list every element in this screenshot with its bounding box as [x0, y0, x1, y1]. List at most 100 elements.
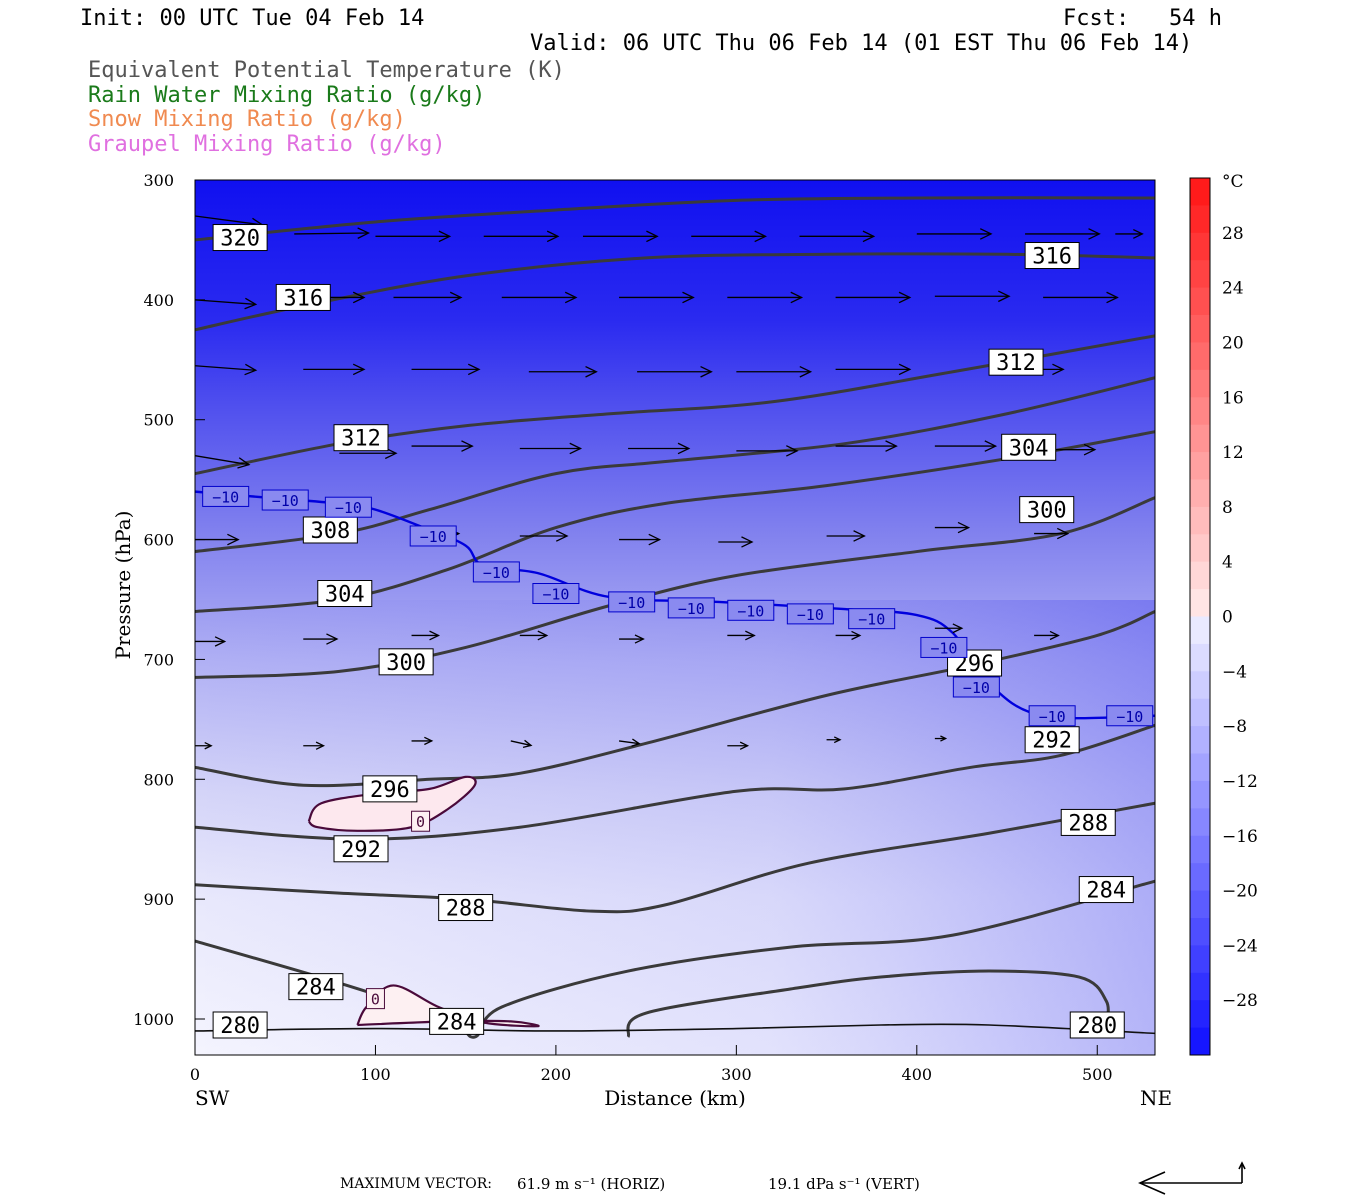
theta-e-contour-280	[195, 1023, 1155, 1035]
theta-e-label-box	[288, 973, 344, 1001]
colorbar-segment	[1190, 1027, 1210, 1056]
wind-vector	[826, 736, 842, 744]
theta-e-label-text: 284	[1086, 879, 1126, 904]
wind-vector	[411, 440, 474, 452]
wind-vector-shaft	[294, 232, 369, 235]
wind-vector	[195, 742, 213, 750]
isotherm-label-box	[472, 561, 520, 583]
wind-vector-head	[898, 363, 912, 376]
wind-vector	[835, 291, 912, 304]
theta-e-label-box	[333, 424, 389, 452]
isotherm-label: −10	[202, 485, 250, 507]
isotherm-label-text: −10	[963, 679, 990, 697]
theta-e-label: 304	[1001, 433, 1057, 461]
isotherm-label: −10	[848, 608, 896, 630]
wind-vector	[294, 227, 370, 239]
wind-vector-head	[237, 457, 251, 469]
wind-vector-head	[522, 739, 533, 748]
theta-e-label-box	[317, 580, 373, 608]
wind-vector	[519, 630, 549, 641]
wind-vector-head	[1106, 291, 1119, 304]
x-tick-label: 400	[902, 1065, 933, 1084]
wind-vector-head	[384, 447, 398, 460]
theta-e-label: 296	[947, 649, 1003, 677]
wind-vector-head	[677, 442, 691, 455]
wind-vector-head	[449, 291, 463, 304]
wind-vector	[375, 230, 452, 243]
wind-vector-head	[682, 291, 695, 304]
wind-vector	[1115, 229, 1144, 239]
theta-e-label-text: 288	[1068, 811, 1108, 836]
theta-e-label-text: 280	[1077, 1014, 1117, 1039]
isotherm-label: −10	[952, 676, 1000, 698]
y-tick-label: 500	[143, 411, 174, 430]
wind-vector-head	[833, 736, 842, 744]
theta-e-label: 292	[1024, 726, 1080, 754]
colorbar-segment	[1190, 342, 1210, 371]
wind-vector	[411, 736, 434, 746]
wind-vector-head	[851, 630, 862, 641]
wind-vector-head	[555, 530, 569, 542]
theta-e-contour-300	[195, 496, 1155, 679]
theta-e-label: 316	[1024, 242, 1080, 270]
colorbar-tick-label: −20	[1222, 882, 1258, 902]
isotherm-label-box	[667, 597, 715, 619]
y-axis-label: Pressure (hPa)	[111, 511, 135, 660]
theta-e-label-box	[1001, 433, 1057, 461]
wind-vector-head	[1083, 443, 1097, 456]
theta-e-label-box	[1019, 496, 1075, 524]
colorbar-segment	[1190, 506, 1210, 535]
wind-vector-head	[957, 521, 971, 534]
plot-frame	[194, 179, 1156, 1056]
wind-vector-head	[790, 291, 804, 304]
max-vector-vert: 19.1 dPa s⁻¹ (VERT)	[768, 1175, 920, 1193]
wind-vector-head	[438, 230, 452, 243]
isotherm-label-box	[202, 485, 250, 507]
isotherm-label-text: −10	[272, 492, 299, 510]
reference-vector-icon	[1138, 1161, 1246, 1195]
wind-vector-head	[853, 530, 866, 542]
zero-label-text: 0	[371, 991, 380, 1009]
zero-label: 0	[365, 988, 385, 1010]
theta-e-label-box	[438, 894, 494, 922]
wind-vector-shaft	[195, 215, 263, 226]
wind-vector-head	[998, 290, 1011, 303]
wind-vector-head	[352, 363, 366, 376]
y-tick-label: 800	[143, 770, 174, 789]
colorbar-segment	[1190, 863, 1210, 892]
colorbar-segment	[1190, 643, 1210, 672]
colorbar-segment	[1190, 698, 1210, 727]
wind-vector-head	[940, 735, 948, 742]
theta-e-label-text: 304	[1009, 436, 1049, 461]
theta-e-label: 280	[212, 1011, 268, 1039]
isotherm-label-box	[727, 599, 775, 621]
wind-vector-shaft	[195, 455, 250, 466]
theta-e-label: 288	[1060, 808, 1116, 836]
theta-e-label: 288	[438, 894, 494, 922]
x-tick-label: 300	[721, 1065, 752, 1084]
wind-vector	[303, 633, 339, 645]
wind-vector-head	[564, 291, 578, 304]
wind-vector	[519, 442, 583, 455]
wind-vector-head	[352, 291, 366, 304]
wind-vector	[619, 533, 662, 546]
wind-vector-head	[429, 630, 441, 641]
wind-vector	[637, 365, 713, 378]
wind-vector-head	[984, 440, 998, 452]
colorbar-segment	[1190, 917, 1210, 946]
theta-e-label: 292	[333, 835, 389, 863]
wind-vector-head	[741, 536, 754, 548]
wind-vector	[727, 741, 750, 750]
theta-e-label-box	[1024, 242, 1080, 270]
wind-vector-head	[739, 741, 750, 750]
x-axis-label: Distance (km)	[604, 1086, 746, 1110]
colorbar-segment	[1190, 369, 1210, 398]
colorbar-tick-label: 16	[1222, 388, 1244, 408]
legend-snow: Snow Mixing Ratio (g/kg)	[88, 107, 406, 132]
colorbar-segment	[1190, 671, 1210, 700]
theta-e-contour-288	[195, 801, 1155, 914]
colorbar-tick-label: −24	[1222, 936, 1258, 956]
x-tick-label: 200	[541, 1065, 572, 1084]
isotherm-label-text: −10	[737, 602, 764, 620]
wind-vector	[934, 521, 971, 534]
